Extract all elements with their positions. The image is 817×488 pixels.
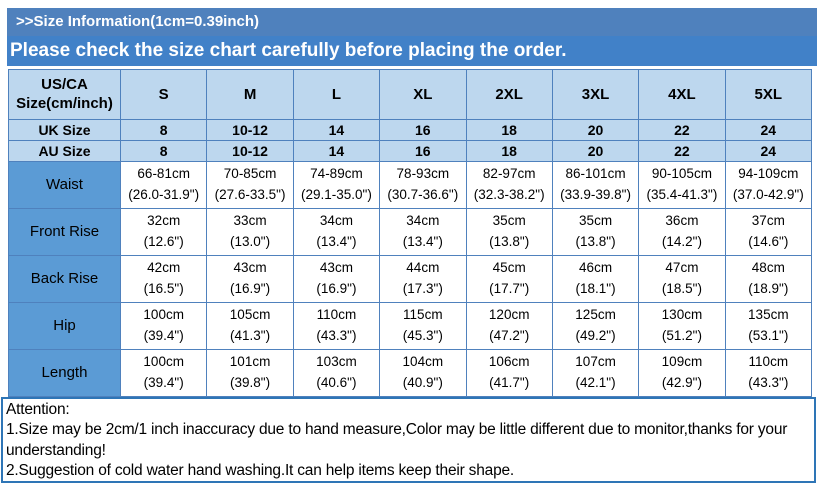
hip-cell: 120cm (47.2") bbox=[465, 302, 553, 350]
front-rise-cell: 32cm (12.6") bbox=[119, 208, 208, 256]
length-cell: 104cm (40.9") bbox=[379, 349, 467, 397]
front-rise-cell: 35cm (13.8") bbox=[465, 208, 553, 256]
length-cell: 103cm (40.6") bbox=[292, 349, 381, 397]
back-rise-cell: 44cm (17.3") bbox=[379, 255, 467, 303]
back-rise-cell: 47cm (18.5") bbox=[638, 255, 726, 303]
hip-cell: 125cm (49.2") bbox=[551, 302, 640, 350]
uk-size-value: 24 bbox=[724, 119, 813, 141]
au-size-value: 18 bbox=[465, 140, 553, 162]
uk-size-row: UK Size 8 10-12 14 16 18 20 22 24 bbox=[8, 119, 813, 141]
back-rise-cell: 46cm (18.1") bbox=[551, 255, 640, 303]
back-rise-cell: 42cm (16.5") bbox=[119, 255, 208, 303]
uk-size-value: 14 bbox=[292, 119, 381, 141]
size-chart-table: US/CA Size(cm/inch) S M L XL 2XL 3XL 4XL… bbox=[8, 69, 813, 397]
size-header-3xl: 3XL bbox=[551, 69, 640, 120]
uk-size-value: 16 bbox=[379, 119, 467, 141]
length-cell: 110cm (43.3") bbox=[724, 349, 813, 397]
uk-size-value: 8 bbox=[119, 119, 208, 141]
waist-cell: 66-81cm (26.0-31.9") bbox=[119, 161, 208, 209]
hip-row: Hip 100cm (39.4") 105cm (41.3") 110cm (43.3… bbox=[8, 302, 813, 350]
size-chart-warning-banner: Please check the size chart carefully be… bbox=[7, 36, 817, 66]
corner-header-line2: Size(cm/inch) bbox=[16, 94, 113, 112]
waist-cell: 74-89cm (29.1-35.0") bbox=[292, 161, 381, 209]
uk-size-value: 10-12 bbox=[206, 119, 294, 141]
length-cell: 106cm (41.7") bbox=[465, 349, 553, 397]
hip-cell: 105cm (41.3") bbox=[206, 302, 294, 350]
length-cell: 109cm (42.9") bbox=[638, 349, 726, 397]
size-header-m: M bbox=[206, 69, 294, 120]
size-header-4xl: 4XL bbox=[638, 69, 726, 120]
size-header-l: L bbox=[292, 69, 381, 120]
attention-note-2: 2.Suggestion of cold water hand washing.… bbox=[6, 462, 515, 480]
waist-row: Waist 66-81cm (26.0-31.9") 70-85cm (27.6-3… bbox=[8, 161, 813, 209]
front-rise-cell: 34cm (13.4") bbox=[379, 208, 467, 256]
length-cell: 107cm (42.1") bbox=[551, 349, 640, 397]
au-size-label: AU Size bbox=[8, 140, 121, 162]
hip-cell: 110cm (43.3") bbox=[292, 302, 381, 350]
waist-cell: 94-109cm (37.0-42.9") bbox=[724, 161, 813, 209]
length-cell: 100cm (39.4") bbox=[119, 349, 208, 397]
au-size-value: 22 bbox=[638, 140, 726, 162]
au-size-value: 14 bbox=[292, 140, 381, 162]
back-rise-cell: 43cm (16.9") bbox=[292, 255, 381, 303]
au-size-value: 8 bbox=[119, 140, 208, 162]
uk-size-value: 18 bbox=[465, 119, 553, 141]
front-rise-cell: 34cm (13.4") bbox=[292, 208, 381, 256]
au-size-value: 16 bbox=[379, 140, 467, 162]
attention-heading: Attention: bbox=[6, 401, 70, 418]
front-rise-cell: 35cm (13.8") bbox=[551, 208, 640, 256]
attention-note-1: 1.Size may be 2cm/1 inch inaccuracy due … bbox=[6, 421, 788, 459]
back-rise-row: Back Rise 42cm (16.5") 43cm (16.9") 43cm (1… bbox=[8, 255, 813, 303]
size-header-xl: XL bbox=[379, 69, 467, 120]
hip-row-label: Hip bbox=[8, 302, 121, 350]
waist-cell: 78-93cm (30.7-36.6") bbox=[379, 161, 467, 209]
corner-header-cell: US/CA Size(cm/inch) bbox=[8, 69, 121, 120]
front-rise-row-label: Front Rise bbox=[8, 208, 121, 256]
back-rise-cell: 48cm (18.9") bbox=[724, 255, 813, 303]
length-cell: 101cm (39.8") bbox=[206, 349, 294, 397]
au-size-row: AU Size 8 10-12 14 16 18 20 22 24 bbox=[8, 140, 813, 162]
attention-notes: Attention: 1.Size may be 2cm/1 inch inac… bbox=[1, 397, 816, 483]
waist-cell: 82-97cm (32.3-38.2") bbox=[465, 161, 553, 209]
corner-header-line1: US/CA bbox=[41, 75, 88, 93]
front-rise-row: Front Rise 32cm (12.6") 33cm (13.0") 34cm(… bbox=[8, 208, 813, 256]
hip-cell: 130cm (51.2") bbox=[638, 302, 726, 350]
uk-size-label: UK Size bbox=[8, 119, 121, 141]
au-size-value: 10-12 bbox=[206, 140, 294, 162]
waist-row-label: Waist bbox=[8, 161, 121, 209]
front-rise-cell: 33cm (13.0") bbox=[206, 208, 294, 256]
size-information-title-banner: >>Size Information(1cm=0.39inch) bbox=[7, 8, 817, 36]
back-rise-cell: 43cm (16.9") bbox=[206, 255, 294, 303]
waist-cell: 86-101cm (33.9-39.8") bbox=[551, 161, 640, 209]
uk-size-value: 22 bbox=[638, 119, 726, 141]
hip-cell: 115cm (45.3") bbox=[379, 302, 467, 350]
back-rise-row-label: Back Rise bbox=[8, 255, 121, 303]
hip-cell: 135cm (53.1") bbox=[724, 302, 813, 350]
uk-size-value: 20 bbox=[551, 119, 640, 141]
length-row-label: Length bbox=[8, 349, 121, 397]
size-header-2xl: 2XL bbox=[465, 69, 553, 120]
size-header-5xl: 5XL bbox=[724, 69, 813, 120]
size-header-row: US/CA Size(cm/inch) S M L XL 2XL 3XL 4XL… bbox=[8, 69, 813, 120]
waist-cell: 70-85cm (27.6-33.5") bbox=[206, 161, 294, 209]
back-rise-cell: 45cm (17.7") bbox=[465, 255, 553, 303]
au-size-value: 20 bbox=[551, 140, 640, 162]
front-rise-cell: 37cm (14.6") bbox=[724, 208, 813, 256]
length-row: Length 100cm (39.4") 101cm (39.8") 103cm (4… bbox=[8, 349, 813, 397]
size-header-s: S bbox=[119, 69, 208, 120]
au-size-value: 24 bbox=[724, 140, 813, 162]
front-rise-cell: 36cm (14.2") bbox=[638, 208, 726, 256]
hip-cell: 100cm (39.4") bbox=[119, 302, 208, 350]
waist-cell: 90-105cm (35.4-41.3") bbox=[638, 161, 726, 209]
